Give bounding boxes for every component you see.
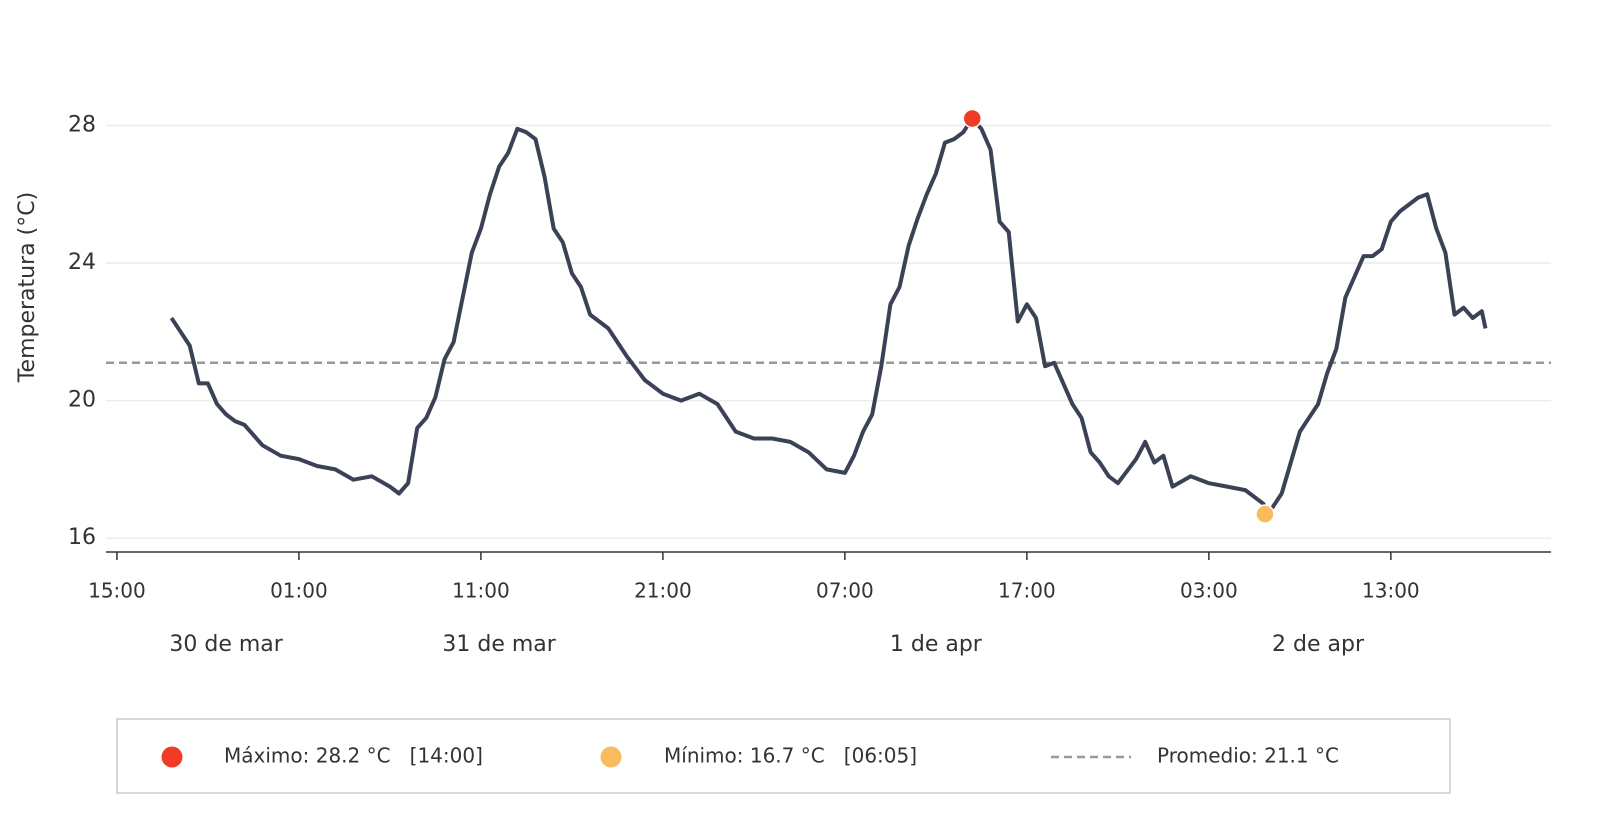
legend-marker <box>161 746 183 768</box>
date-label: 2 de apr <box>1272 632 1365 657</box>
date-label: 1 de apr <box>890 632 983 657</box>
legend-box <box>116 718 1451 794</box>
date-label: 31 de mar <box>442 632 556 657</box>
extreme-marker <box>1255 504 1275 524</box>
legend-label: Promedio: 21.1 °C <box>1157 744 1339 768</box>
date-label: 30 de mar <box>169 632 283 657</box>
x-tick-label: 13:00 <box>1362 579 1420 603</box>
y-tick-label: 28 <box>68 112 96 137</box>
x-tick-label: 11:00 <box>452 579 510 603</box>
x-tick-label: 07:00 <box>816 579 874 603</box>
legend-label: Mínimo: 16.7 °C [06:05] <box>664 744 917 768</box>
y-axis-label: Temperatura (°C) <box>15 192 40 383</box>
y-tick-label: 16 <box>68 525 96 550</box>
x-tick-label: 01:00 <box>270 579 328 603</box>
legend-label: Máximo: 28.2 °C [14:00] <box>224 744 483 768</box>
y-tick-label: 24 <box>68 250 96 275</box>
y-tick-label: 20 <box>68 388 96 413</box>
x-tick-label: 15:00 <box>88 579 146 603</box>
x-tick-label: 03:00 <box>1180 579 1238 603</box>
legend-marker <box>600 746 622 768</box>
extreme-marker <box>962 108 983 129</box>
x-tick-label: 21:00 <box>634 579 692 603</box>
temperature-line <box>169 116 1488 517</box>
x-tick-label: 17:00 <box>998 579 1056 603</box>
